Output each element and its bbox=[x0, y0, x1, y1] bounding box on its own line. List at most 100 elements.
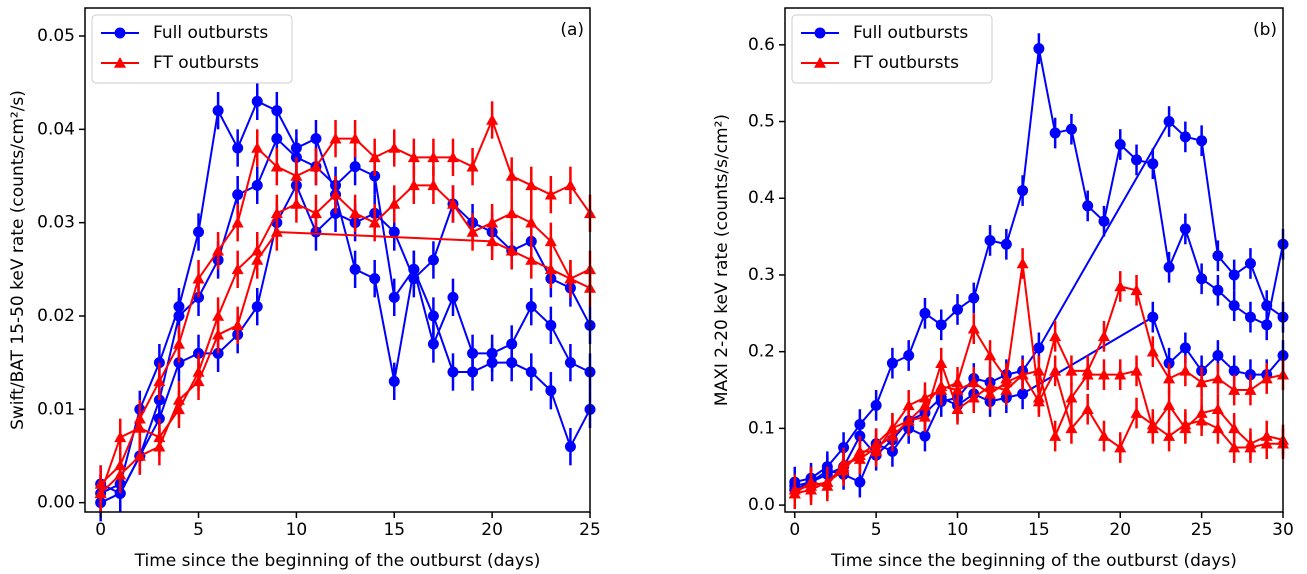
marker bbox=[544, 263, 557, 275]
marker bbox=[1163, 399, 1176, 411]
marker bbox=[1081, 368, 1094, 380]
x-tick-label: 20 bbox=[481, 520, 503, 540]
legend-label: Full outbursts bbox=[853, 23, 968, 43]
marker bbox=[854, 476, 866, 488]
marker bbox=[1196, 273, 1208, 285]
marker bbox=[1228, 300, 1240, 312]
marker bbox=[1130, 407, 1143, 418]
marker bbox=[1244, 441, 1257, 453]
marker bbox=[427, 338, 439, 350]
marker bbox=[427, 254, 439, 266]
x-tick-label: 30 bbox=[1272, 520, 1294, 540]
marker bbox=[1017, 185, 1029, 197]
marker bbox=[525, 216, 538, 228]
marker bbox=[1211, 403, 1224, 415]
legend: Full outbursts FT outbursts bbox=[91, 14, 293, 84]
series-line bbox=[99, 117, 591, 485]
marker bbox=[231, 319, 244, 331]
marker bbox=[919, 307, 931, 319]
marker bbox=[192, 272, 205, 284]
legend: Full outbursts FT outbursts bbox=[791, 14, 993, 84]
marker bbox=[1098, 215, 1110, 227]
marker bbox=[310, 133, 322, 145]
marker bbox=[505, 244, 518, 256]
marker bbox=[427, 151, 440, 163]
marker bbox=[1163, 372, 1176, 384]
marker bbox=[1147, 311, 1159, 323]
marker bbox=[564, 441, 576, 453]
marker bbox=[821, 479, 834, 491]
marker bbox=[447, 291, 459, 303]
y-tick-label: 0.2 bbox=[748, 342, 775, 362]
marker bbox=[349, 132, 362, 144]
y-tick-label: 0.03 bbox=[37, 213, 75, 233]
x-axis-label: Time since the beginning of the outburst… bbox=[830, 551, 1237, 571]
marker bbox=[1163, 430, 1176, 441]
marker bbox=[1017, 388, 1029, 400]
marker bbox=[232, 142, 244, 154]
marker bbox=[1244, 384, 1257, 395]
x-tick-label: 0 bbox=[95, 520, 106, 540]
marker bbox=[133, 422, 146, 433]
marker bbox=[505, 207, 518, 219]
marker bbox=[290, 198, 303, 209]
marker bbox=[251, 179, 263, 191]
series-line bbox=[794, 119, 1284, 491]
x-tick-label: 0 bbox=[789, 520, 800, 540]
marker bbox=[1147, 158, 1159, 170]
marker bbox=[388, 142, 401, 153]
legend-frame bbox=[91, 14, 293, 84]
marker bbox=[486, 216, 499, 228]
marker bbox=[1000, 384, 1013, 395]
marker bbox=[193, 226, 205, 238]
marker bbox=[1212, 350, 1224, 362]
marker bbox=[968, 292, 980, 304]
marker bbox=[251, 95, 263, 107]
marker bbox=[447, 366, 459, 378]
marker bbox=[329, 132, 342, 144]
marker bbox=[1260, 372, 1273, 384]
marker bbox=[1065, 123, 1077, 135]
marker bbox=[388, 375, 400, 387]
marker bbox=[309, 207, 322, 219]
marker bbox=[525, 254, 538, 265]
marker bbox=[788, 487, 801, 499]
marker bbox=[1114, 139, 1126, 151]
marker bbox=[251, 142, 264, 153]
marker bbox=[368, 216, 381, 228]
marker bbox=[1097, 430, 1110, 441]
x-axis-label: Time since the beginning of the outburst… bbox=[134, 551, 541, 571]
marker bbox=[114, 468, 127, 480]
marker bbox=[1065, 422, 1078, 434]
marker bbox=[1228, 422, 1241, 434]
marker bbox=[172, 394, 185, 405]
y-tick-label: 0.05 bbox=[37, 26, 75, 46]
marker bbox=[388, 198, 401, 209]
y-tick-label: 0.04 bbox=[37, 119, 75, 139]
marker bbox=[309, 160, 322, 172]
marker bbox=[1065, 391, 1078, 403]
marker bbox=[466, 160, 479, 172]
marker bbox=[1114, 441, 1127, 453]
marker bbox=[1130, 284, 1143, 296]
marker bbox=[1033, 43, 1045, 55]
marker bbox=[446, 198, 459, 209]
marker bbox=[967, 322, 980, 334]
marker bbox=[1033, 342, 1045, 354]
y-tick-label: 0.0 bbox=[748, 495, 775, 515]
marker bbox=[329, 188, 342, 200]
marker bbox=[1261, 300, 1273, 312]
marker bbox=[407, 151, 420, 163]
marker bbox=[545, 385, 557, 397]
marker bbox=[172, 338, 185, 349]
marker bbox=[1146, 345, 1159, 357]
marker bbox=[251, 254, 264, 265]
marker bbox=[902, 414, 915, 426]
marker bbox=[1260, 437, 1273, 449]
marker bbox=[1211, 372, 1224, 384]
marker bbox=[1097, 368, 1110, 380]
marker bbox=[212, 244, 225, 256]
marker bbox=[544, 235, 557, 247]
marker bbox=[984, 380, 997, 391]
